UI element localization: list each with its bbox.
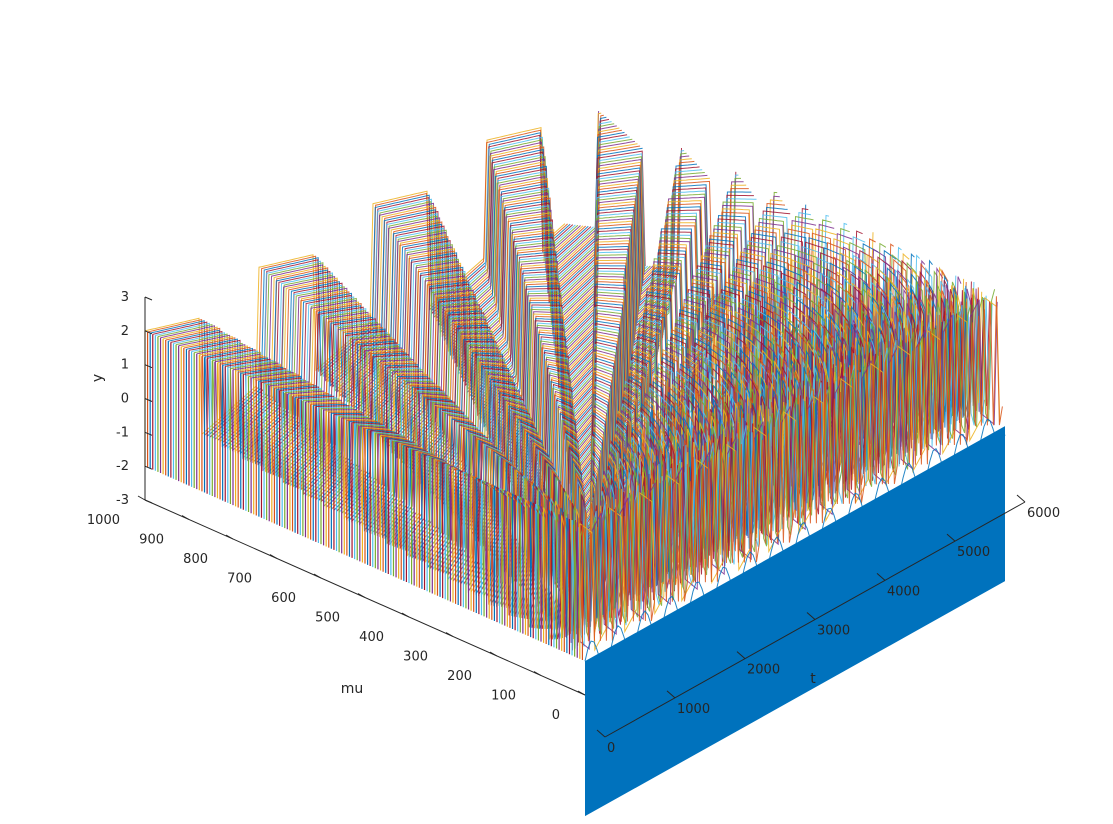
mu-tick-mark: [225, 534, 234, 540]
y-tick-mark: [144, 465, 153, 470]
waterfall-series-line: [367, 206, 788, 549]
t-tick-mark: [876, 572, 886, 581]
waterfall-series-line: [321, 177, 741, 525]
y-tick-mark: [144, 431, 153, 436]
t-axis-label: t: [810, 671, 816, 687]
waterfall-series-line: [370, 210, 791, 550]
waterfall-series-line: [339, 201, 760, 535]
mu-tick-mark: [181, 515, 190, 520]
y-tick-mark: [144, 499, 153, 504]
waterfall-series-line: [401, 228, 822, 564]
t-tick-label: 6000: [1027, 506, 1060, 521]
mu-tick-label: 400: [359, 630, 384, 645]
waterfall-series-line: [336, 198, 757, 534]
mu-tick-label: 500: [315, 611, 340, 626]
y-tick-label: -3: [116, 493, 129, 508]
t-tick-label: 3000: [817, 624, 850, 639]
t-tick-label: 4000: [887, 584, 920, 599]
mu-tick-label: 800: [183, 552, 208, 567]
y-tick-mark: [144, 330, 153, 335]
waterfall-series-line: [333, 194, 754, 533]
waterfall-series-line: [375, 217, 796, 552]
y-tick-label: 3: [121, 290, 129, 305]
mu-tick-mark: [445, 632, 454, 637]
front-face-surface: [585, 426, 1005, 817]
mu-tick-mark: [313, 573, 322, 579]
waterfall-series-line: [372, 214, 794, 551]
y-axis-ticks: -3 -2 -1 0 1 2 3: [116, 290, 153, 508]
waterfall-series-line: [396, 220, 817, 563]
waterfall-series-line: [571, 295, 993, 649]
axes: -3 -2 -1 0 1 2 3 0 100 200 300 400 500 600 700 800 900 1…: [87, 290, 1060, 756]
mu-tick-label: 200: [447, 669, 472, 684]
y-axis-label: y: [90, 374, 106, 382]
y-tick-label: -2: [116, 459, 129, 474]
mu-tick-label: 600: [271, 591, 296, 606]
waterfall-series-line: [328, 188, 749, 528]
mu-tick-mark: [489, 651, 498, 657]
mu-tick-label: 900: [139, 533, 164, 548]
waterfall-series-line: [326, 184, 747, 527]
waterfall-series-line: [331, 191, 752, 532]
mu-tick-mark: [269, 554, 278, 559]
y-tick-label: 0: [121, 392, 129, 407]
t-tick-mark: [596, 729, 606, 738]
mu-tick-mark: [137, 495, 146, 501]
waterfall-series-line: [457, 243, 879, 596]
mu-axis-ticks: 0 100 200 300 400 500 600 700 800 900 1000: [87, 495, 586, 723]
mu-tick-label: 700: [227, 572, 252, 587]
t-tick-mark: [666, 690, 676, 699]
t-tick-label: 0: [607, 741, 615, 756]
t-tick-mark: [946, 533, 956, 542]
waterfall-series-line: [323, 181, 744, 526]
t-tick-mark: [1016, 494, 1026, 503]
y-tick-mark: [144, 364, 153, 369]
y-tick-mark: [144, 398, 153, 402]
t-tick-label: 2000: [747, 663, 780, 678]
waterfall-series-line: [455, 238, 876, 595]
waterfall-series-line: [574, 289, 996, 646]
y-tick-label: 1: [121, 358, 129, 373]
waterfall-series-line: [581, 296, 1003, 642]
y-tick-label: 2: [121, 324, 129, 339]
mu-tick-label: 0: [552, 708, 560, 723]
y-tick-mark: [144, 296, 153, 301]
waterfall-lines: [144, 110, 1006, 668]
mu-tick-mark: [533, 671, 542, 676]
mu-axis-label: mu: [341, 681, 364, 697]
waterfall-series-line: [398, 224, 819, 563]
mu-tick-mark: [577, 690, 586, 696]
t-tick-mark: [806, 612, 816, 620]
mu-tick-label: 100: [491, 689, 516, 704]
waterfall-series-line: [579, 296, 1001, 652]
mu-tick-mark: [357, 593, 366, 598]
mu-tick-label: 1000: [87, 513, 120, 528]
mu-tick-label: 300: [403, 650, 428, 665]
t-tick-mark: [736, 651, 746, 660]
t-tick-label: 1000: [677, 702, 710, 717]
waterfall-series-line: [354, 221, 775, 541]
waterfall-series-line: [377, 221, 799, 552]
mu-tick-mark: [401, 612, 410, 618]
y-tick-label: -1: [116, 425, 129, 440]
t-tick-label: 5000: [957, 545, 990, 560]
t-axis-ticks: 0 1000 2000 3000 4000 5000 6000: [596, 494, 1060, 756]
